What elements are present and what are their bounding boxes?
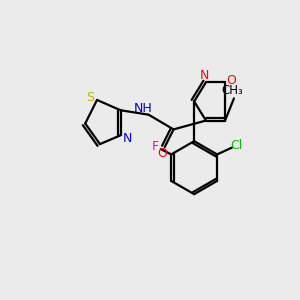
Text: S: S <box>86 91 94 104</box>
Text: N: N <box>200 69 209 82</box>
Text: NH: NH <box>134 102 153 115</box>
Text: N: N <box>122 132 132 145</box>
Text: F: F <box>152 140 159 153</box>
Text: Cl: Cl <box>231 139 243 152</box>
Text: CH₃: CH₃ <box>222 84 243 97</box>
Text: O: O <box>158 147 167 160</box>
Text: O: O <box>226 74 236 87</box>
